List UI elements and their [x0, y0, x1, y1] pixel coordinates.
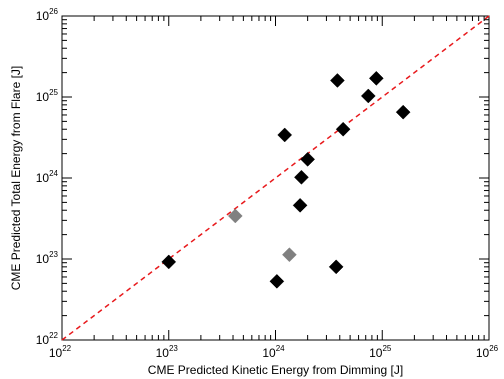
- data-points: [161, 70, 411, 289]
- data-point-black: [269, 273, 285, 289]
- y-tick-label: 1025: [36, 88, 59, 104]
- data-point-gray: [282, 247, 297, 263]
- y-tick-label: 1026: [36, 7, 59, 23]
- data-point-black: [335, 121, 351, 137]
- data-point-black: [294, 169, 309, 185]
- data-point-black: [161, 254, 177, 270]
- data-point-black: [360, 88, 376, 104]
- plot-area: [61, 15, 490, 341]
- y-axis-label: CME Predicted Total Energy from Flare [J…: [9, 66, 23, 291]
- data-point-black: [300, 151, 315, 167]
- x-tick-label: 1024: [262, 344, 285, 360]
- data-point-black: [330, 73, 345, 88]
- x-tick-label: 1023: [156, 344, 179, 360]
- y-tick-label: 1023: [36, 250, 59, 266]
- data-point-gray: [227, 208, 243, 224]
- data-point-black: [368, 70, 384, 86]
- y-tick-label: 1024: [36, 169, 59, 185]
- data-point-black: [395, 104, 411, 120]
- x-tick-label: 1025: [369, 344, 392, 360]
- data-point-black: [328, 259, 344, 275]
- x-axis-label: CME Predicted Kinetic Energy from Dimmin…: [148, 363, 403, 377]
- x-tick-label: 1026: [476, 344, 499, 360]
- tick-labels: 1022 1023 1024 1025 1026 1022 1023 1024 1025 1026: [36, 7, 499, 360]
- data-point-black: [292, 197, 308, 213]
- axis-ticks: [61, 16, 489, 341]
- data-point-black: [277, 127, 293, 143]
- x-tick-label: 1022: [49, 344, 72, 360]
- y-tick-label: 1022: [36, 331, 59, 347]
